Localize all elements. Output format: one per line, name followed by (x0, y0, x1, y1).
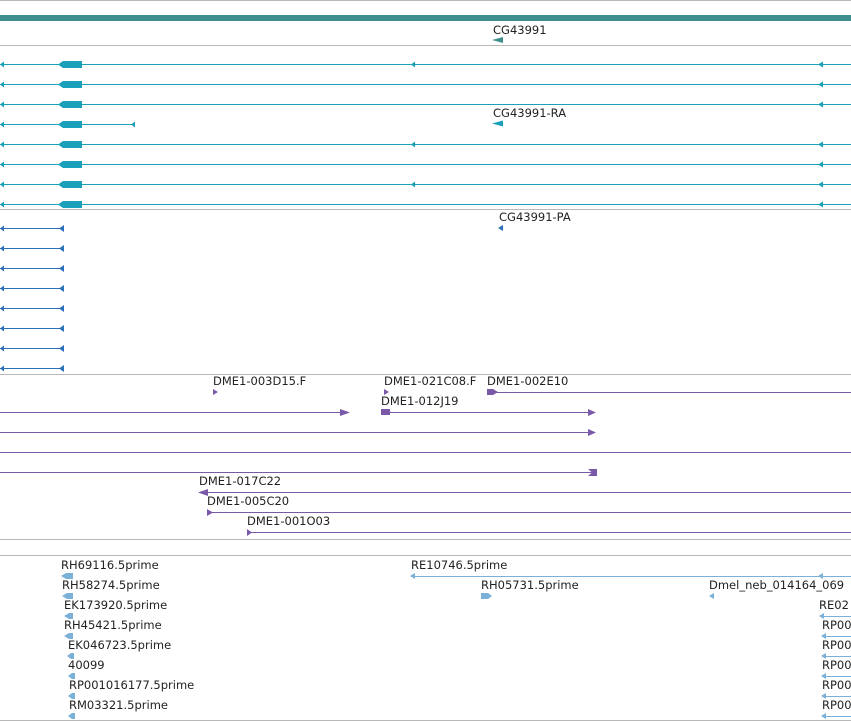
est-label[interactable]: RP00 (822, 658, 851, 672)
est-label[interactable]: Dmel_neb_014164_069 (709, 578, 844, 592)
protein-row[interactable] (0, 345, 64, 352)
transcript-row[interactable] (0, 121, 135, 128)
protein-label[interactable]: CG43991-PA (499, 210, 571, 224)
protein-track: CG43991-PA (0, 210, 571, 372)
est-label[interactable]: 40099 (68, 658, 105, 672)
est-label[interactable]: RP00 (822, 678, 851, 692)
transcript-row[interactable] (0, 201, 851, 208)
est-label[interactable]: EK173920.5prime (64, 598, 167, 612)
clone-track: DME1-003D15.F DME1-021C08.F DME1-002E10 … (0, 374, 851, 536)
clone-feature[interactable] (247, 529, 851, 536)
est-label[interactable]: EK046723.5prime (68, 638, 171, 652)
est-label[interactable]: RE02 (819, 598, 849, 612)
est-feature[interactable] (819, 613, 851, 619)
est-feature[interactable] (709, 593, 714, 599)
gene-feature[interactable] (492, 37, 503, 43)
est-feature[interactable] (62, 593, 73, 599)
protein-row[interactable] (0, 265, 64, 272)
gene-label[interactable]: CG43991 (493, 23, 547, 37)
est-label[interactable]: RP00 (822, 618, 851, 632)
est-label[interactable]: RP00 (822, 698, 851, 712)
est-label[interactable]: RH45421.5prime (64, 618, 162, 632)
clone-row[interactable] (0, 429, 596, 436)
est-label[interactable]: RP001016177.5prime (69, 678, 194, 692)
est-feature[interactable] (821, 713, 851, 719)
transcript-row[interactable] (0, 141, 851, 148)
est-feature[interactable] (821, 633, 851, 639)
clone-feature[interactable] (384, 389, 389, 395)
clone-feature[interactable] (213, 389, 218, 395)
clone-feature[interactable] (381, 409, 596, 416)
transcript-row[interactable] (0, 161, 851, 168)
clone-label[interactable]: DME1-003D15.F (213, 374, 306, 388)
chromosome-bar (0, 15, 851, 21)
est-feature[interactable] (68, 673, 75, 679)
protein-row[interactable] (0, 325, 64, 332)
gene-track: CG43991 (492, 23, 547, 43)
clone-feature[interactable] (207, 509, 851, 516)
protein-row[interactable] (0, 225, 64, 232)
est-label[interactable]: RH69116.5prime (61, 558, 159, 572)
est-feature[interactable] (64, 633, 73, 639)
clone-feature[interactable] (487, 389, 851, 395)
clone-label[interactable]: DME1-012J19 (381, 394, 459, 408)
protein-row[interactable] (0, 365, 64, 372)
est-label[interactable]: RE10746.5prime (411, 558, 507, 572)
protein-row[interactable] (0, 305, 64, 312)
est-feature[interactable] (410, 573, 851, 579)
clone-label[interactable]: DME1-001O03 (247, 514, 330, 528)
est-feature[interactable] (68, 693, 75, 699)
est-feature[interactable] (67, 653, 74, 659)
protein-row[interactable] (0, 285, 64, 292)
est-label[interactable]: RH05731.5prime (481, 578, 579, 592)
clone-label[interactable]: DME1-017C22 (199, 474, 281, 488)
est-label[interactable]: RH58274.5prime (62, 578, 160, 592)
clone-label[interactable]: DME1-005C20 (207, 494, 289, 508)
transcript-row[interactable] (0, 181, 851, 188)
clone-label[interactable]: DME1-002E10 (487, 374, 568, 388)
transcript-label[interactable]: CG43991-RA (493, 106, 566, 120)
est-feature[interactable] (64, 613, 73, 619)
est-feature[interactable] (481, 593, 492, 599)
clone-row[interactable] (0, 409, 350, 416)
clone-feature[interactable] (198, 489, 851, 496)
est-label[interactable]: RP00 (822, 638, 851, 652)
transcript-row[interactable] (0, 61, 851, 68)
protein-row[interactable] (0, 245, 64, 252)
clone-row[interactable] (0, 469, 597, 476)
est-feature[interactable] (821, 693, 851, 699)
est-feature[interactable] (61, 573, 73, 579)
protein-feature[interactable] (498, 225, 503, 231)
est-label[interactable]: RM03321.5prime (69, 698, 168, 712)
transcript-feature[interactable] (492, 120, 503, 127)
transcript-track: CG43991-RA (0, 61, 851, 208)
clone-label[interactable]: DME1-021C08.F (384, 374, 476, 388)
est-feature[interactable] (68, 713, 75, 719)
est-track: RH69116.5prime RE10746.5prime RH58274.5p… (61, 558, 851, 719)
transcript-row[interactable] (0, 81, 851, 88)
est-feature[interactable] (821, 653, 851, 659)
est-feature[interactable] (821, 673, 851, 679)
transcript-row[interactable] (0, 101, 851, 108)
est-feature[interactable] (818, 573, 823, 579)
